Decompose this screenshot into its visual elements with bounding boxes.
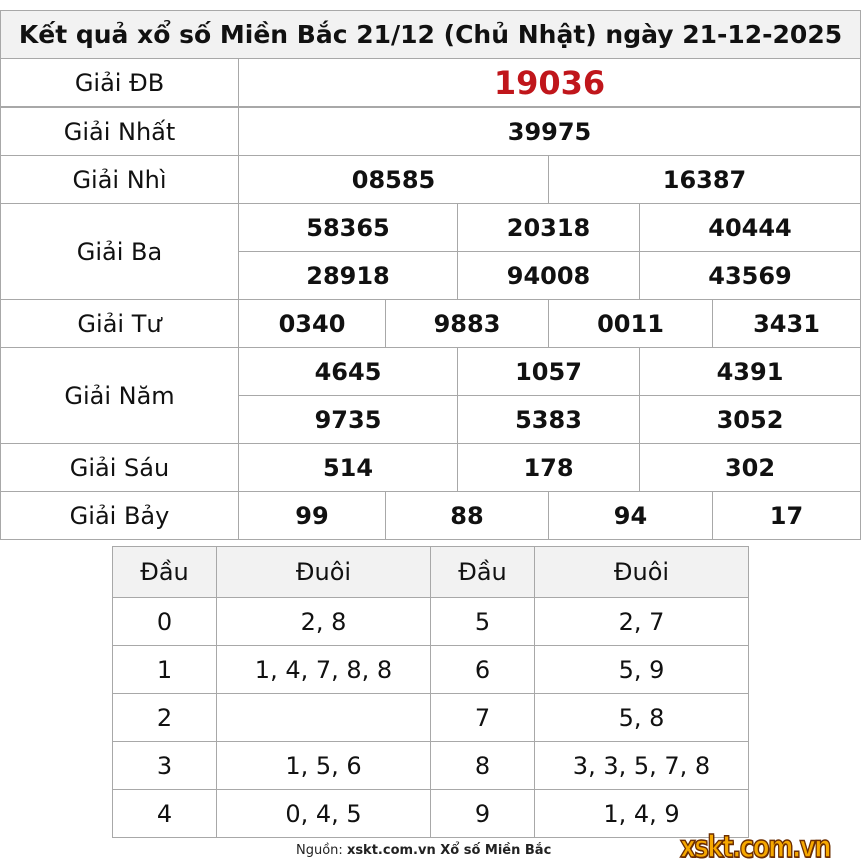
source-prefix: Nguồn: [296, 843, 343, 858]
prize-label-bay: Giải Bảy [0, 491, 239, 540]
prize-number-tu: 0011 [548, 299, 713, 348]
loto-cell: 5, 9 [534, 645, 749, 694]
prize-number-ba: 43569 [639, 251, 861, 300]
loto-cell: 3 [112, 741, 217, 790]
loto-cell: 7 [430, 693, 535, 742]
loto-cell: 1, 4, 7, 8, 8 [216, 645, 431, 694]
prize-number-ba: 94008 [457, 251, 640, 300]
loto-cell: 1 [112, 645, 217, 694]
loto-cell: 4 [112, 789, 217, 838]
prize-label-db: Giải ĐB [0, 58, 239, 107]
loto-cell: 2 [112, 693, 217, 742]
loto-header: Đầu [112, 546, 217, 598]
loto-cell: 2, 8 [216, 597, 431, 646]
prize-number-ba: 28918 [238, 251, 458, 300]
loto-cell: 9 [430, 789, 535, 838]
source-note: Nguồn: xskt.com.vn Xổ số Miền Bắc [296, 843, 551, 858]
prize-number-db: 19036 [238, 58, 861, 107]
loto-cell: 3, 3, 5, 7, 8 [534, 741, 749, 790]
loto-cell: 5, 8 [534, 693, 749, 742]
prize-number-nhat: 39975 [238, 107, 861, 156]
prize-number-nam: 4645 [238, 347, 458, 396]
prize-number-tu: 9883 [385, 299, 549, 348]
loto-cell: 8 [430, 741, 535, 790]
prize-number-nam: 3052 [639, 395, 861, 444]
prize-number-tu: 0340 [238, 299, 386, 348]
prize-label-nhat: Giải Nhất [0, 107, 239, 156]
prize-number-nam: 5383 [457, 395, 640, 444]
prize-number-bay: 94 [548, 491, 713, 540]
source-link[interactable]: xskt.com.vn Xổ số Miền Bắc [346, 843, 552, 858]
loto-cell: 0, 4, 5 [216, 789, 431, 838]
loto-cell: 1, 4, 9 [534, 789, 749, 838]
loto-header: Đuôi [216, 546, 431, 598]
loto-header: Đầu [430, 546, 535, 598]
loto-cell [216, 693, 431, 742]
results-title: Kết quả xổ số Miền Bắc 21/12 (Chủ Nhật) … [0, 10, 861, 59]
prize-number-nam: 4391 [639, 347, 861, 396]
prize-number-sau: 178 [457, 443, 640, 492]
prize-number-sau: 514 [238, 443, 458, 492]
loto-cell: 0 [112, 597, 217, 646]
prize-number-bay: 88 [385, 491, 549, 540]
prize-number-ba: 20318 [457, 203, 640, 252]
prize-label-tu: Giải Tư [0, 299, 239, 348]
prize-number-ba: 58365 [238, 203, 458, 252]
prize-number-bay: 99 [238, 491, 386, 540]
xskt-logo: xskt.com.vn [679, 829, 832, 865]
prize-number-tu: 3431 [712, 299, 861, 348]
prize-number-nam: 1057 [457, 347, 640, 396]
prize-label-ba: Giải Ba [0, 203, 239, 300]
prize-label-sau: Giải Sáu [0, 443, 239, 492]
prize-number-bay: 17 [712, 491, 861, 540]
loto-cell: 5 [430, 597, 535, 646]
prize-number-sau: 302 [639, 443, 861, 492]
loto-cell: 2, 7 [534, 597, 749, 646]
prize-number-ba: 40444 [639, 203, 861, 252]
prize-number-nhi: 08585 [238, 155, 549, 204]
loto-header: Đuôi [534, 546, 749, 598]
prize-number-nam: 9735 [238, 395, 458, 444]
prize-label-nhi: Giải Nhì [0, 155, 239, 204]
prize-label-nam: Giải Năm [0, 347, 239, 444]
loto-cell: 6 [430, 645, 535, 694]
prize-number-nhi: 16387 [548, 155, 861, 204]
loto-cell: 1, 5, 6 [216, 741, 431, 790]
